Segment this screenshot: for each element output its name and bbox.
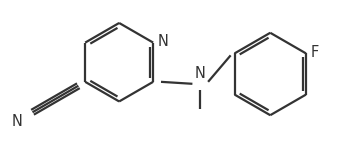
Text: N: N xyxy=(195,66,206,81)
Text: F: F xyxy=(311,45,319,60)
Text: N: N xyxy=(158,34,169,49)
Text: N: N xyxy=(12,114,23,129)
